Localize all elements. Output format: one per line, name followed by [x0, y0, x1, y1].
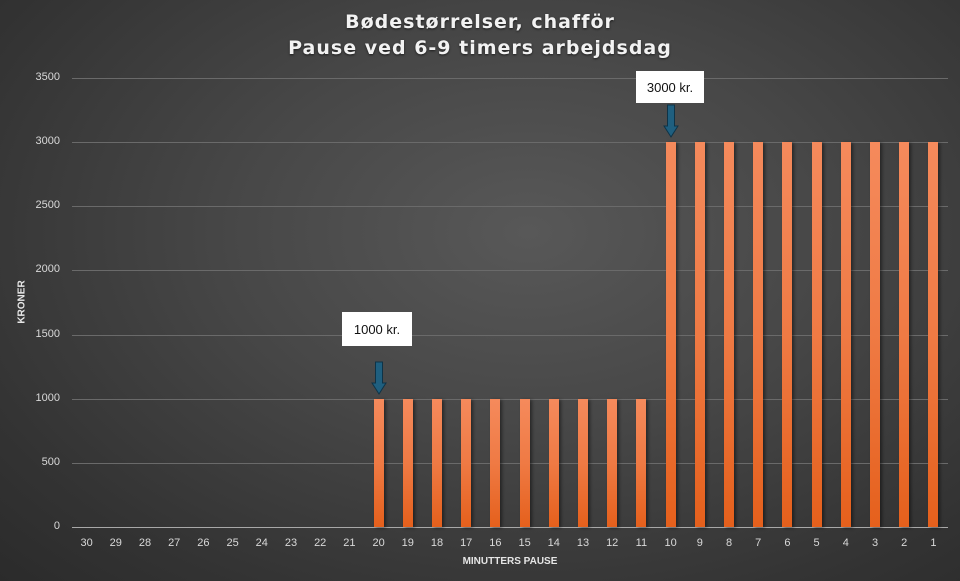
- bar-9: [694, 142, 705, 527]
- x-tick-label: 16: [489, 537, 502, 549]
- x-tick-label: 2: [901, 537, 908, 549]
- y-tick-label: 1000: [35, 392, 60, 404]
- x-tick-label: 24: [255, 537, 268, 549]
- x-tick-label: 20: [372, 537, 385, 549]
- x-tick-label: 13: [576, 537, 590, 549]
- bar-16: [490, 398, 501, 527]
- down-arrow-icon: [370, 361, 387, 395]
- gridline: [72, 142, 948, 143]
- x-tick-label: 4: [842, 537, 849, 549]
- x-tick-label: 22: [314, 537, 327, 549]
- x-tick-label: 8: [725, 537, 733, 549]
- x-tick-label: 12: [606, 537, 619, 549]
- y-tick-label: 1500: [35, 328, 60, 340]
- x-tick-label: 3: [871, 537, 879, 549]
- gridline: [72, 206, 948, 207]
- gridline: [72, 78, 948, 79]
- x-tick-label: 25: [226, 537, 239, 549]
- bar-8: [724, 142, 734, 527]
- x-tick-label: 1: [930, 537, 937, 549]
- x-axis-title: MINUTTERS PAUSE: [462, 556, 558, 567]
- bar-10: [665, 142, 676, 527]
- x-tick-label: 14: [547, 537, 560, 549]
- bar-4: [840, 142, 851, 527]
- x-tick-label: 9: [696, 537, 703, 549]
- gridline: [72, 463, 948, 464]
- y-tick-label: 500: [41, 456, 60, 468]
- gridline: [72, 399, 948, 400]
- bar-15: [519, 398, 530, 527]
- x-tick-label: 19: [401, 537, 414, 549]
- x-axis-line: [72, 527, 948, 528]
- down-arrow-icon: [662, 104, 679, 139]
- y-tick-label: 2500: [35, 199, 60, 211]
- bar-5: [811, 142, 822, 527]
- bar-2: [899, 142, 910, 527]
- x-tick-label: 11: [635, 537, 648, 549]
- x-tick-label: 30: [80, 537, 93, 549]
- bar-11: [636, 398, 647, 527]
- chart-title-line-1: Bødestørrelser, chafför: [345, 11, 615, 33]
- bar-13: [578, 398, 588, 527]
- x-tick-label: 28: [138, 537, 152, 549]
- x-tick-label: 15: [518, 537, 531, 549]
- bar-6: [782, 142, 793, 527]
- y-tick-label: 2000: [35, 263, 60, 275]
- x-tick-label: 29: [109, 537, 122, 549]
- y-axis-title: KRONER: [16, 280, 28, 324]
- y-tick-label: 3000: [35, 135, 60, 147]
- bar-19: [402, 398, 413, 527]
- x-tick-label: 27: [168, 537, 181, 549]
- x-tick-label: 18: [430, 537, 444, 549]
- x-tick-label: 26: [197, 537, 210, 549]
- x-tick-label: 17: [460, 537, 473, 549]
- y-tick-label: 0: [53, 520, 60, 532]
- bar-20: [373, 398, 384, 527]
- gridline: [72, 270, 948, 271]
- chart-title-line-2: Pause ved 6-9 timers arbejdsdag: [288, 37, 672, 59]
- bar-12: [607, 398, 618, 527]
- x-tick-label: 7: [755, 537, 762, 549]
- x-tick-label: 21: [343, 537, 356, 549]
- bar-7: [753, 142, 764, 527]
- x-tick-label: 5: [813, 537, 820, 549]
- gridline: [72, 335, 948, 336]
- callout-label: 1000 kr.: [342, 312, 412, 346]
- bar-18: [432, 398, 442, 527]
- bar-17: [461, 398, 472, 527]
- bar-3: [870, 142, 880, 527]
- y-tick-label: 3500: [35, 71, 60, 83]
- callout-label: 3000 kr.: [636, 71, 704, 103]
- bar-1: [928, 142, 939, 527]
- x-tick-label: 23: [284, 537, 298, 549]
- x-tick-label: 10: [664, 537, 677, 549]
- bar-14: [548, 398, 559, 527]
- x-tick-label: 6: [784, 537, 791, 549]
